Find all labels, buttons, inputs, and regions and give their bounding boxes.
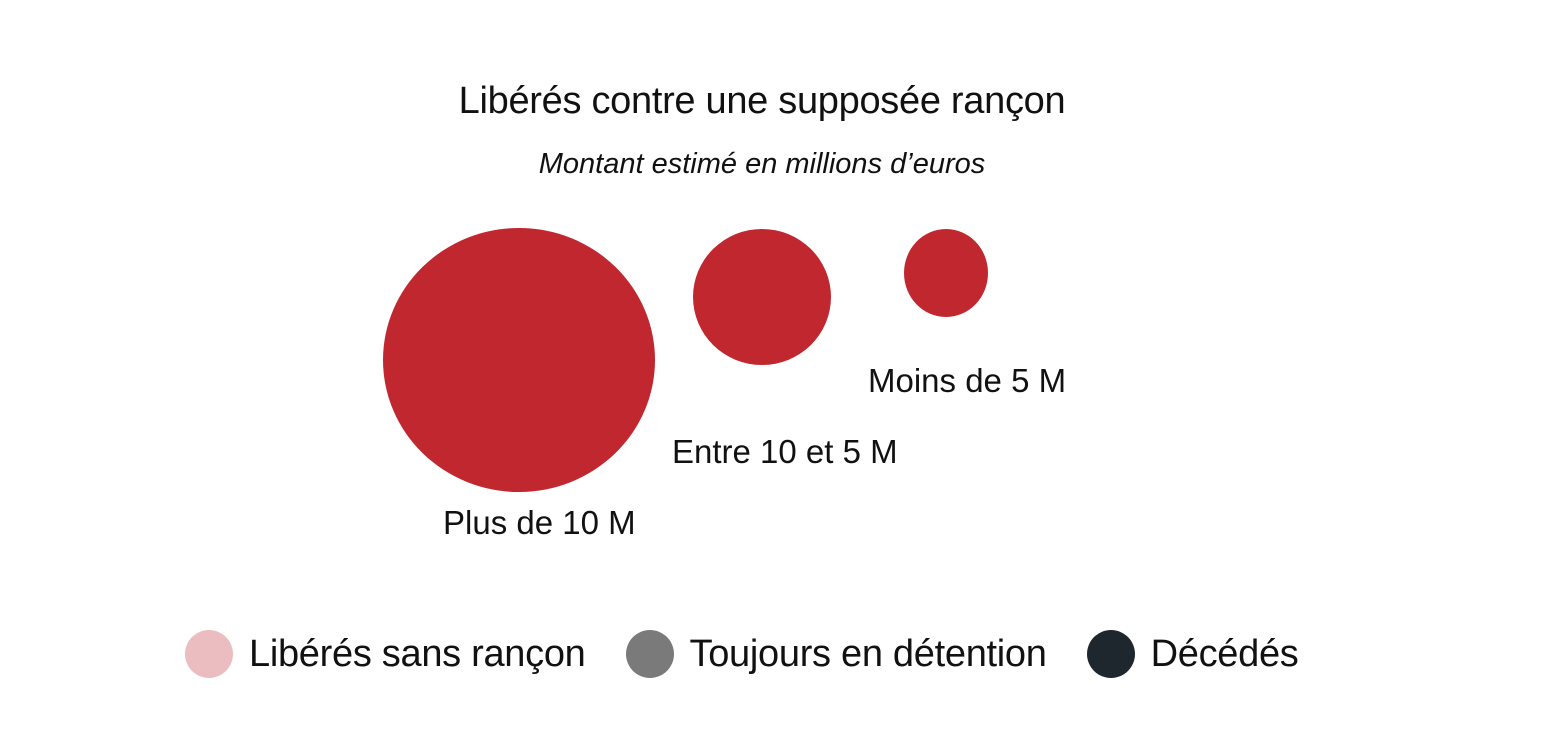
- legend: Libérés sans rançon Toujours en détentio…: [185, 628, 1338, 680]
- legend-label-decedes: Décédés: [1150, 633, 1299, 675]
- chart-subtitle: Montant estimé en millions d’euros: [538, 148, 986, 180]
- legend-item-decedes: Décédés: [1086, 630, 1299, 678]
- bubble-moins-de-5-m: [904, 229, 988, 317]
- legend-swatch-decedes: [1086, 630, 1135, 678]
- legend-item-liberes-sans-rancon: Libérés sans rançon: [185, 630, 586, 678]
- bubble-label-moins-de-5-m: Moins de 5 M: [868, 362, 1066, 399]
- bubble-label-plus-de-10-m: Plus de 10 M: [443, 504, 636, 541]
- bubble-label-entre-10-et-5-m: Entre 10 et 5 M: [672, 433, 898, 470]
- chart-title: Libérés contre une supposée rançon: [458, 80, 1066, 122]
- bubble-plus-de-10-m: [383, 228, 655, 492]
- legend-item-toujours-en-detention: Toujours en détention: [625, 630, 1047, 678]
- legend-swatch-toujours-en-detention: [625, 630, 674, 678]
- legend-swatch-liberes-sans-rancon: [185, 630, 233, 678]
- legend-label-liberes-sans-rancon: Libérés sans rançon: [249, 633, 586, 675]
- bubble-entre-10-et-5-m: [693, 229, 831, 365]
- legend-label-toujours-en-detention: Toujours en détention: [689, 633, 1047, 675]
